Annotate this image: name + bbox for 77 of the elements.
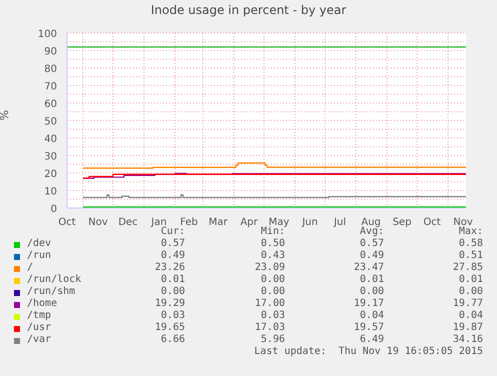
text: 0.50 [260,238,285,249]
text: 19.29 [154,298,185,309]
x-tick-label: Jan [150,217,167,228]
x-tick-label: Aug [361,217,381,228]
text: Avg: [360,226,384,237]
text: 0.04 [360,310,384,321]
text: 19.77 [452,298,483,309]
y-tick-label: 70 [44,82,57,92]
text: Cur: [160,226,185,237]
text: 0.49 [160,250,185,261]
legend-label: /var [27,334,52,345]
x-tick-label: Oct [423,217,441,228]
legend-label: /dev [27,238,52,249]
x-tick-label: Oct [58,217,76,228]
text: 0.00 [260,286,285,297]
legend-label: /usr [27,322,52,333]
text: 23.26 [154,262,185,273]
text: 0.58 [458,238,483,249]
chart-title: Inode usage in percent - by year [150,3,348,17]
text: 5.96 [260,334,285,345]
text: 34.16 [452,334,483,345]
legend-label: /run/lock [27,274,82,285]
y-tick-label: 50 [44,116,57,128]
y-tick-label: 30 [44,152,57,162]
y-tick-label: 20 [44,169,57,180]
text: 0.00 [458,286,483,297]
x-tick-label: May [268,217,290,228]
x-tick-label: Jul [332,217,346,228]
text: 27.85 [452,262,483,273]
text: 19.57 [354,322,384,333]
y-tick-label: 10 [44,186,57,198]
y-tick-label: 60 [44,99,57,110]
y-tick-label: 0 [50,204,57,215]
text: 19.87 [452,322,483,333]
text: 0.57 [360,238,384,249]
text: 0.00 [360,286,384,297]
text: 6.49 [360,334,384,345]
y-tick-label: 90 [44,46,57,58]
text: 0.00 [260,274,285,285]
y-tick-label: 80 [44,64,57,75]
text: 23.47 [354,262,384,273]
legend-label: /home [27,298,58,309]
text: 0.57 [160,238,185,249]
x-tick-label: Feb [180,217,198,228]
x-tick-label: Sep [392,217,412,228]
text: 0.01 [360,274,384,285]
text: 0.04 [458,310,483,321]
text: 0.00 [160,286,185,297]
legend-label: /run/shm [27,286,76,297]
text: 19.65 [154,322,185,333]
legend-label: /tmp [27,310,52,321]
x-tick-label: Nov [88,217,108,228]
y-axis-title: % [0,110,11,120]
text: 0.49 [360,250,384,261]
text: 0.03 [160,310,185,321]
text: 0.51 [458,250,483,261]
x-tick-label: Dec [118,217,138,228]
text: 6.66 [160,334,185,345]
text: 0.01 [458,274,483,285]
text: Last update: Thu Nov 19 16:05:05 2015 [254,346,483,357]
y-tick-label: 40 [44,134,57,145]
text: Min: [260,226,285,237]
legend-label: /run [27,250,52,261]
text: 17.03 [254,322,285,333]
text: 0.03 [260,310,285,321]
legend-label: / [27,262,34,273]
y-tick-label: 100 [38,29,57,40]
x-tick-label: Apr [240,217,259,228]
x-tick-label: Nov [453,217,473,228]
text: 0.43 [260,250,285,261]
text: 17.00 [254,298,285,309]
text: 0.01 [160,274,185,285]
x-tick-label: Mar [208,217,228,228]
text: 19.17 [354,298,384,309]
x-tick-label: Jun [301,217,318,228]
text: Max: [458,226,483,237]
text: 23.09 [254,262,285,273]
